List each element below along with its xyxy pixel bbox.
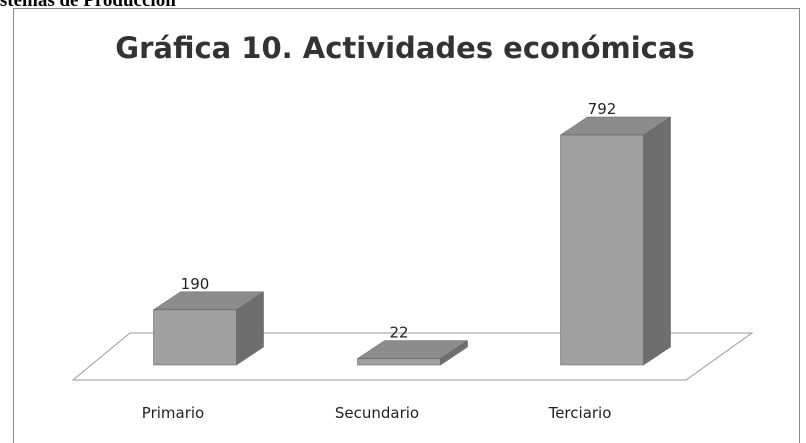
x-tick-label: Terciario	[548, 404, 612, 422]
bar-side	[643, 116, 671, 366]
bar	[357, 358, 441, 366]
data-label: 22	[389, 324, 408, 342]
bar	[560, 134, 644, 366]
data-label: 792	[588, 100, 617, 118]
bar	[153, 309, 237, 366]
x-tick-label: Secundario	[335, 404, 419, 422]
chart-title: Gráfica 10. Actividades económicas	[115, 31, 694, 65]
x-tick-label: Primario	[142, 404, 204, 422]
page-heading: Sistemas de Producción	[0, 0, 176, 11]
data-label: 190	[181, 275, 210, 293]
